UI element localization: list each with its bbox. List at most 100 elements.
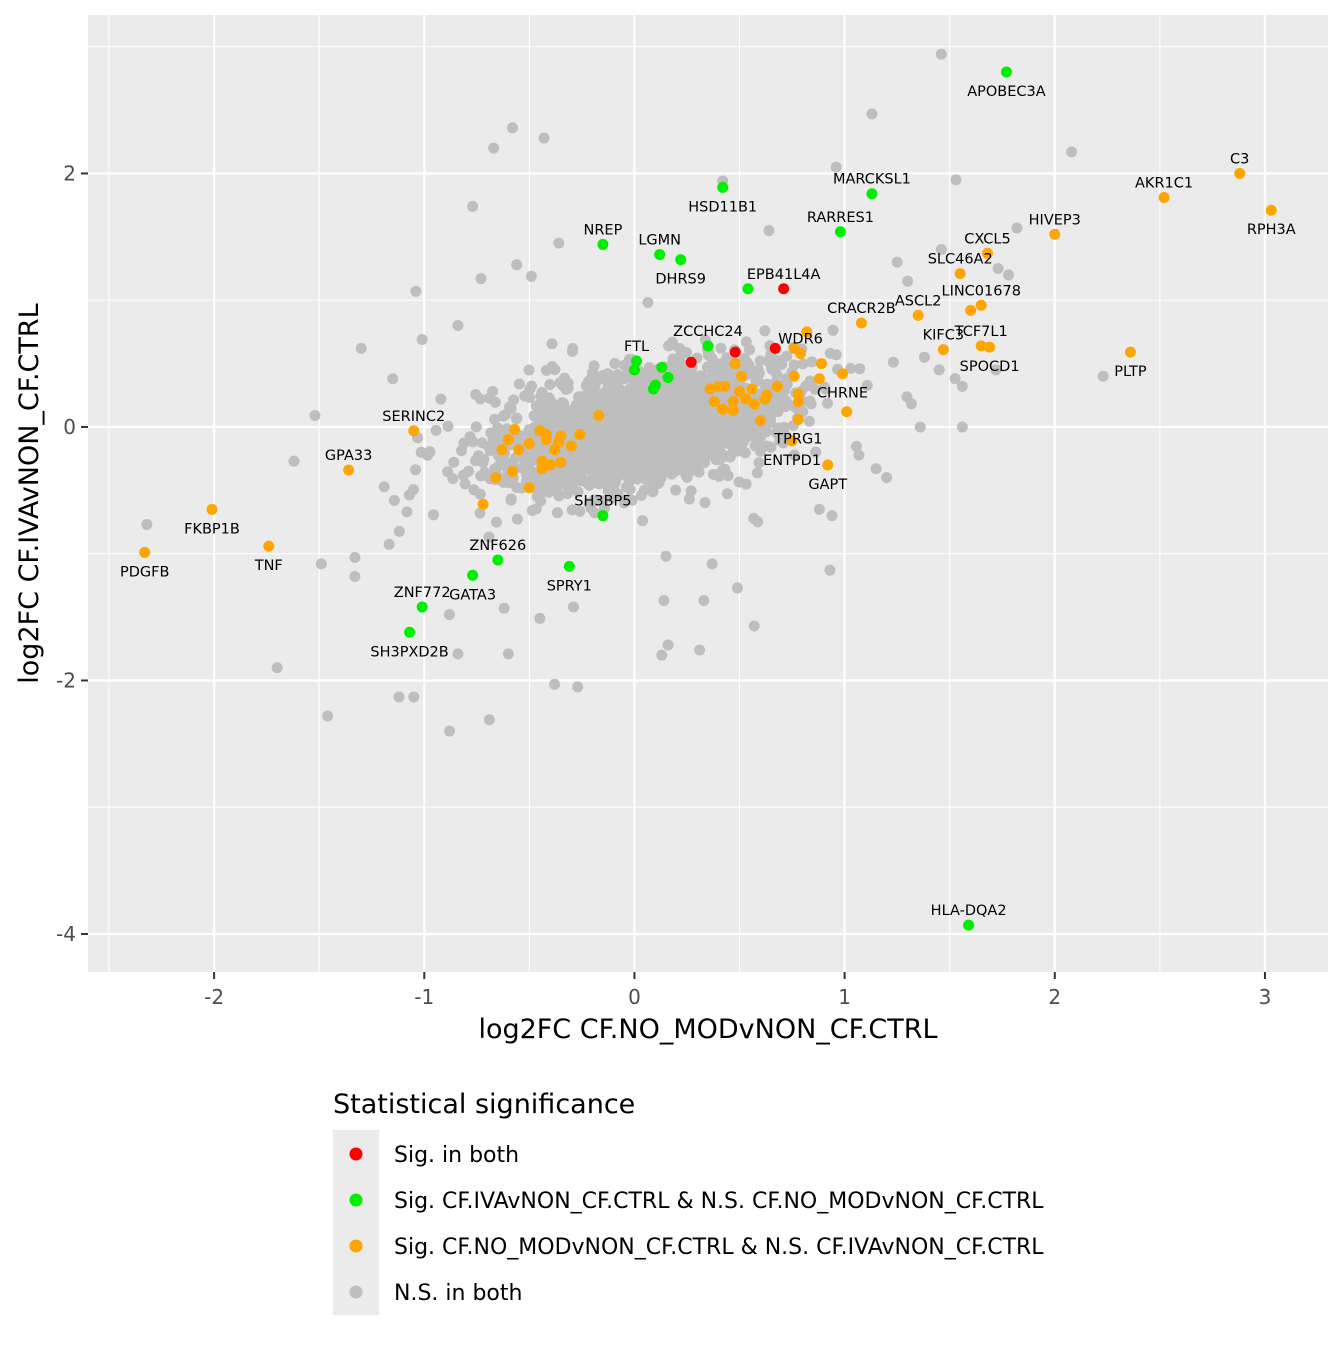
cloud-point [760, 425, 772, 437]
data-point [834, 226, 846, 238]
cloud-point [491, 516, 502, 528]
data-point [467, 200, 479, 212]
point-label: ZNF626 [469, 538, 526, 554]
cloud-point [629, 428, 641, 440]
cloud-point [634, 410, 646, 422]
data-point [467, 569, 479, 581]
y-tick-label: -4 [56, 922, 76, 946]
data-point [534, 612, 546, 624]
cloud-point [424, 446, 436, 458]
cloud-point [566, 345, 578, 357]
point-label: C3 [1230, 151, 1249, 167]
data-point [950, 174, 962, 186]
cloud-point [645, 424, 657, 436]
point-label: LGMN [638, 233, 681, 249]
data-point [912, 309, 924, 321]
cloud-point [684, 429, 696, 441]
cloud-point [562, 482, 574, 494]
cloud-point [850, 440, 862, 452]
cloud-point [582, 436, 594, 448]
data-point [410, 285, 422, 297]
point-labels: EPB41L4A APOBEC3A HSD11B1 MARCKSL1 RARRES1 NR… [120, 84, 1296, 919]
data-point [502, 434, 514, 446]
cloud-point [649, 451, 661, 463]
cloud-point [463, 465, 475, 477]
legend-label-ns: N.S. in both [394, 1281, 522, 1306]
cloud-point [526, 380, 538, 392]
data-point [662, 639, 674, 651]
data-point [355, 342, 367, 354]
cloud-point [780, 395, 792, 407]
cloud-point [534, 488, 546, 500]
data-point [393, 691, 405, 703]
data-point [563, 560, 575, 572]
data-point [654, 249, 666, 261]
data-point [483, 714, 495, 726]
cloud-point [743, 418, 754, 430]
cloud-point [544, 379, 556, 390]
data-point [881, 472, 893, 484]
data-point [1097, 370, 1109, 382]
point-label: MARCKSL1 [833, 172, 911, 188]
data-point [956, 380, 968, 392]
point-label: WDR6 [778, 331, 823, 347]
data-point [206, 503, 218, 515]
data-point [416, 601, 428, 613]
legend-key-both [349, 1147, 363, 1161]
cloud-point [609, 358, 621, 369]
cloud-point [806, 356, 818, 368]
cloud-point [788, 449, 800, 461]
cloud-point [410, 464, 421, 476]
data-point [822, 459, 834, 471]
cloud-point [805, 398, 817, 410]
y-tick-label: 2 [63, 161, 76, 185]
cloud-point [753, 457, 765, 469]
data-point [792, 413, 804, 425]
legend-label-both: Sig. in both [394, 1143, 519, 1168]
cloud-point [610, 375, 622, 386]
data-point [801, 326, 813, 338]
point-label: TCF7L1 [954, 324, 1008, 340]
cloud-point [476, 437, 488, 449]
cloud-point [672, 426, 684, 438]
point-label: AKR1C1 [1135, 176, 1193, 192]
data-point [963, 919, 975, 931]
cloud-point [615, 407, 626, 419]
point-label: SPRY1 [547, 578, 592, 594]
data-point [727, 396, 739, 408]
data-point [263, 540, 275, 552]
data-point [748, 620, 760, 632]
cloud-point [681, 471, 693, 483]
cloud-point [549, 405, 561, 417]
data-point [698, 595, 710, 607]
data-point [918, 351, 930, 363]
data-point [475, 273, 487, 285]
cloud-point [549, 483, 561, 494]
data-point [408, 691, 420, 703]
data-point [713, 380, 725, 392]
data-point [656, 361, 668, 373]
point-label: TNF [254, 558, 283, 574]
data-point [717, 403, 729, 415]
cloud-point [652, 478, 664, 490]
data-point [704, 383, 716, 395]
cloud-point [649, 400, 661, 412]
data-point [824, 564, 836, 576]
data-point [740, 393, 752, 405]
data-point [309, 410, 321, 422]
data-point [631, 355, 643, 367]
cloud-point [861, 379, 873, 391]
cloud-point [690, 442, 702, 454]
cloud-point [524, 391, 536, 403]
data-point [574, 429, 586, 441]
cloud-point [470, 389, 482, 400]
legend-key-iva [349, 1193, 363, 1207]
legend-keys-background [333, 1130, 379, 1315]
cloud-point [765, 441, 777, 453]
cloud-point [483, 531, 495, 543]
cloud-point [854, 363, 866, 375]
cloud-point [663, 340, 675, 352]
cloud-point [788, 359, 800, 371]
data-point [322, 710, 334, 722]
plot-panel [88, 15, 1328, 972]
